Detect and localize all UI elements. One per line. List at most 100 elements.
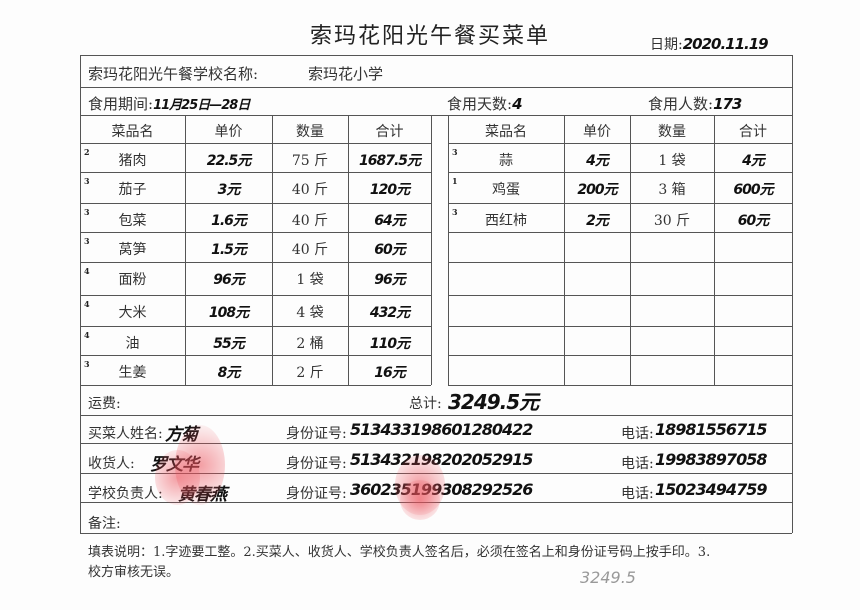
grid-line <box>448 232 792 233</box>
grid-line <box>348 115 349 385</box>
people-label: 食用人数: <box>648 95 714 113</box>
item-price: 3元 <box>217 182 241 198</box>
id-label: 身份证号: <box>286 456 347 472</box>
grid-line <box>272 115 273 385</box>
column-header: 数量 <box>296 124 324 140</box>
grid-line <box>80 415 792 416</box>
grid-line <box>80 533 792 534</box>
id-number: 513433198601280422 <box>350 420 533 439</box>
fingerprint-mark <box>400 480 440 520</box>
margin-note: 3249.5 <box>580 568 636 587</box>
item-total: 4元 <box>742 153 765 169</box>
item-name: 莴笋 <box>118 242 147 258</box>
remarks-label: 备注: <box>88 516 121 532</box>
item-qty: 40 斤 <box>291 182 329 198</box>
grid-line <box>80 232 431 233</box>
column-header: 合计 <box>375 124 404 140</box>
school-label: 索玛花阳光午餐学校名称: <box>88 65 259 83</box>
item-price: 8元 <box>217 365 241 381</box>
item-price: 55元 <box>213 336 244 352</box>
item-qty: 4 袋 <box>296 305 324 321</box>
item-name: 油 <box>125 336 140 352</box>
item-name: 面粉 <box>118 272 147 288</box>
grid-line <box>80 55 81 533</box>
row-mark: 3 <box>452 147 458 157</box>
days-label: 食用天数: <box>447 95 513 113</box>
grid-line <box>792 55 793 533</box>
item-name: 鸡蛋 <box>492 182 520 198</box>
instructions-line-2: 校方审核无误。 <box>88 565 180 580</box>
item-total: 120元 <box>369 182 410 198</box>
item-price: 200元 <box>577 182 617 198</box>
item-qty: 1 袋 <box>296 272 324 288</box>
item-qty: 40 斤 <box>291 213 329 229</box>
grid-line <box>80 443 792 444</box>
item-price: 4元 <box>586 153 609 169</box>
person-role: 学校负责人: <box>88 486 163 502</box>
phone-number: 19983897058 <box>655 450 767 469</box>
grid-line <box>448 355 792 356</box>
item-total: 600元 <box>733 182 773 198</box>
person-role: 收货人: <box>88 456 135 472</box>
freight-label: 运费: <box>88 396 121 412</box>
column-header: 合计 <box>739 124 767 140</box>
item-name: 西红柿 <box>485 213 527 229</box>
id-label: 身份证号: <box>286 486 347 502</box>
item-name: 包菜 <box>118 213 147 229</box>
row-mark: 4 <box>84 266 90 276</box>
item-name: 茄子 <box>118 182 147 198</box>
item-qty: 2 桶 <box>296 336 324 352</box>
grid-line <box>80 172 431 173</box>
item-name: 生姜 <box>118 365 147 381</box>
item-name: 蒜 <box>499 153 513 169</box>
phone-number: 18981556715 <box>655 420 767 439</box>
id-label: 身份证号: <box>286 426 347 442</box>
item-qty: 30 斤 <box>653 213 691 229</box>
row-mark: 1 <box>452 176 458 186</box>
item-price: 1.6元 <box>211 213 247 229</box>
item-qty: 2 斤 <box>296 365 324 381</box>
grid-line <box>448 295 792 296</box>
row-mark: 3 <box>84 359 90 369</box>
item-price: 1.5元 <box>211 242 247 258</box>
grid-line <box>431 115 432 385</box>
column-header: 菜品名 <box>485 124 527 140</box>
grid-line <box>80 385 431 386</box>
period-value: 11月25日—28日 <box>153 98 250 113</box>
grid-line <box>80 355 431 356</box>
item-price: 96元 <box>213 272 244 288</box>
item-qty: 40 斤 <box>291 242 329 258</box>
grid-line <box>80 295 431 296</box>
row-mark: 3 <box>84 176 90 186</box>
id-number: 513432198202052915 <box>350 450 533 469</box>
phone-label: 电话: <box>621 426 654 442</box>
item-qty: 3 箱 <box>658 182 686 198</box>
school-value: 索玛花小学 <box>308 65 384 83</box>
item-total: 64元 <box>374 213 405 229</box>
grid-line <box>448 326 792 327</box>
item-total: 16元 <box>374 365 405 381</box>
row-mark: 3 <box>452 207 458 217</box>
row-mark: 4 <box>84 330 90 340</box>
item-price: 22.5元 <box>206 153 252 169</box>
column-header: 单价 <box>214 124 243 140</box>
phone-number: 15023494759 <box>655 480 767 499</box>
item-total: 60元 <box>374 242 405 258</box>
grid-line <box>185 115 186 385</box>
item-name: 猪肉 <box>118 153 147 169</box>
period-field: 食用期间:11月25日—28日 <box>88 93 250 114</box>
item-price: 2元 <box>586 213 609 229</box>
days-field: 食用天数:4 <box>447 93 523 114</box>
grid-line <box>80 143 431 144</box>
item-qty: 75 斤 <box>291 153 329 169</box>
grand-total-value: 3249.5元 <box>448 390 539 414</box>
item-total: 1687.5元 <box>358 153 421 169</box>
grid-line <box>564 115 565 385</box>
row-mark: 3 <box>84 236 90 246</box>
item-total: 432元 <box>369 305 410 321</box>
people-value: 173 <box>713 95 742 113</box>
grid-line <box>80 262 431 263</box>
item-total: 60元 <box>737 213 769 229</box>
item-qty: 1 袋 <box>658 153 686 169</box>
